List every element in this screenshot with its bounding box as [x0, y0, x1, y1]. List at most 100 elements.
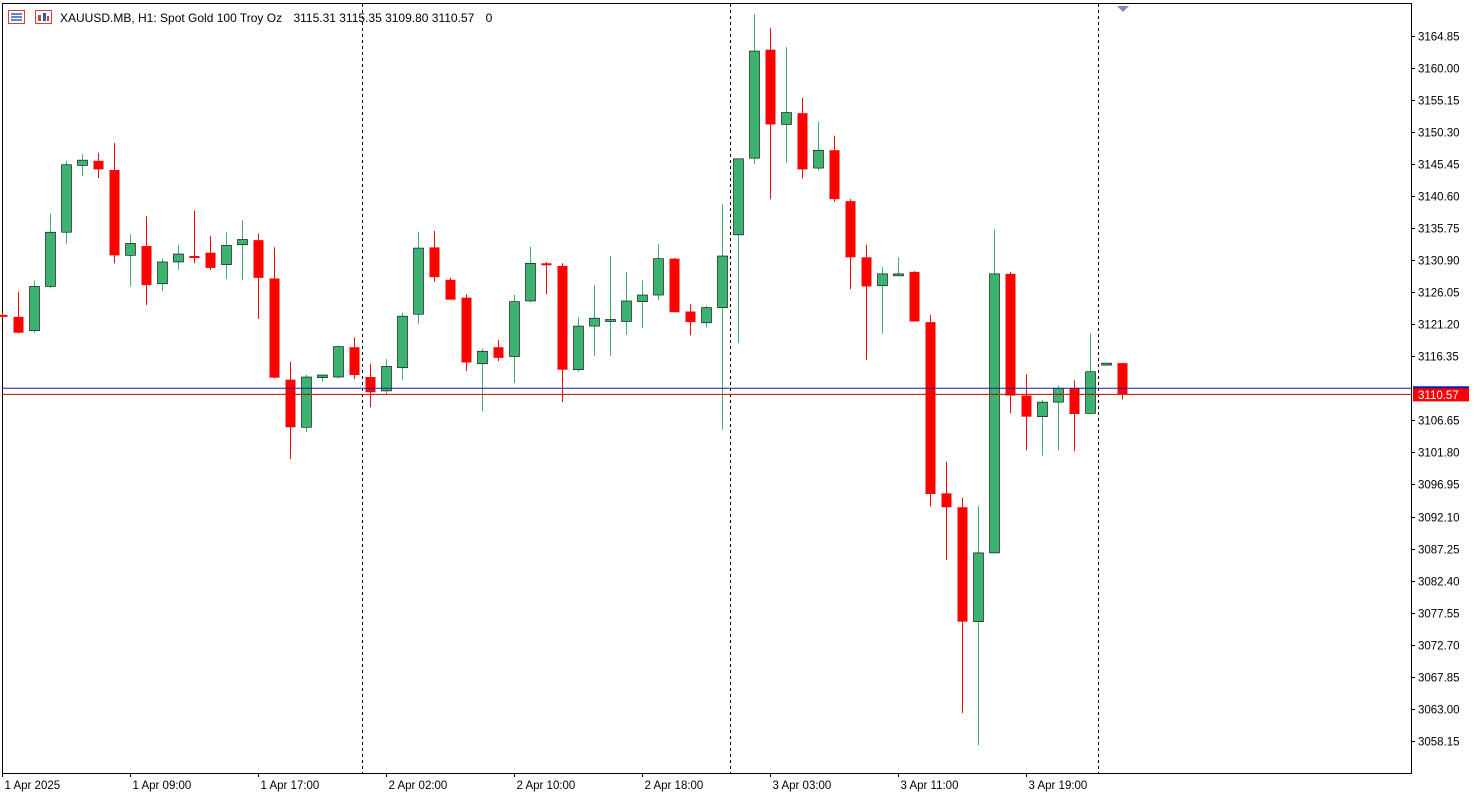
candle-bearish [957, 498, 968, 713]
price-tick-label: 3092.10 [1418, 513, 1460, 525]
price-tick-label: 3063.00 [1418, 705, 1460, 717]
candle-bearish [141, 216, 152, 305]
candle-body [525, 262, 536, 302]
candle-bearish [541, 261, 552, 295]
candle-bearish [1021, 374, 1032, 451]
ohlc-values: 3115.31 3115.35 3109.80 3110.57 [293, 11, 474, 25]
candle-bullish [413, 231, 424, 324]
candle-body [509, 301, 520, 357]
candle-body [381, 366, 392, 392]
candle-body [621, 300, 632, 322]
candle-bearish [0, 312, 8, 318]
candle-body [413, 247, 424, 315]
candle-bullish [1037, 400, 1048, 456]
candle-bearish [845, 199, 856, 290]
candle-body [749, 50, 760, 159]
candle-body [637, 294, 648, 302]
candle-bullish [173, 244, 184, 270]
time-tick-label: 2 Apr 10:00 [517, 780, 576, 792]
candle-body [173, 253, 184, 263]
price-tick-label: 3135.75 [1418, 224, 1460, 236]
time-tick-label: 2 Apr 02:00 [389, 780, 448, 792]
price-tick-label: 3150.30 [1418, 128, 1460, 140]
price-tick-label: 3155.15 [1418, 96, 1460, 108]
price-tick-label: 3101.80 [1418, 448, 1460, 460]
symbol-label: XAUUSD.MB, H1: Spot Gold 100 Troy Oz [60, 11, 282, 25]
candle-body [397, 315, 408, 369]
candle-body [925, 322, 936, 495]
candle-body [781, 112, 792, 125]
candle-body [269, 278, 280, 378]
candle-series [0, 14, 1128, 746]
candle-body [941, 493, 952, 508]
candle-body [477, 350, 488, 365]
candle-bearish [829, 135, 840, 202]
candle-bullish [893, 257, 904, 277]
candle-body [669, 258, 680, 313]
candle-body [909, 271, 920, 322]
candle-bearish [253, 233, 264, 319]
candle-body [13, 316, 24, 333]
candle-body [973, 552, 984, 622]
candle-bullish [397, 312, 408, 381]
price-tick-label: 3164.85 [1418, 32, 1460, 44]
candle-body [1069, 388, 1080, 415]
candle-bearish [445, 277, 456, 300]
candle-body [813, 149, 824, 169]
price-tick-label: 3087.25 [1418, 545, 1460, 557]
candle-body [429, 247, 440, 278]
candle-body [541, 263, 552, 266]
candle-body [845, 201, 856, 258]
candle-body [765, 49, 776, 125]
price-axis[interactable]: 3164.85 3160.00 3155.15 3150.30 3145.45 3140.… [1411, 32, 1460, 749]
time-tick-label: 3 Apr 19:00 [1029, 780, 1088, 792]
price-tick-label: 3072.70 [1418, 641, 1460, 653]
candle-bullish [813, 121, 824, 171]
candle-body [29, 286, 40, 332]
candle-body [653, 258, 664, 296]
price-tick-label: 3096.95 [1418, 480, 1460, 492]
chart-list-icon[interactable] [8, 10, 25, 24]
price-tick-label: 3082.40 [1418, 577, 1460, 589]
candle-body [1021, 395, 1032, 417]
candle-bearish [429, 230, 440, 282]
candle-bullish [877, 267, 888, 334]
candle-body [797, 113, 808, 170]
candle-bullish [973, 505, 984, 746]
candle-body [0, 314, 8, 317]
candle-bearish [909, 271, 920, 322]
candle-body [701, 307, 712, 324]
time-axis[interactable]: 1 Apr 2025 1 Apr 09:00 1 Apr 17:00 2 Apr 02… [2, 773, 1088, 792]
candle-bullish [221, 232, 232, 280]
candle-body [717, 255, 728, 308]
candle-bullish [237, 220, 248, 281]
candle-bearish [941, 461, 952, 561]
candle-bullish [77, 154, 88, 177]
candle-body [1005, 273, 1016, 396]
candle-bearish [765, 27, 776, 200]
price-tick-label: 3145.45 [1418, 160, 1460, 172]
candle-body [461, 297, 472, 363]
candle-body [301, 376, 312, 428]
candle-body [349, 347, 360, 376]
chart-shift-marker-icon[interactable] [1117, 6, 1129, 12]
candle-bullish [61, 160, 72, 244]
price-tick-label: 3130.90 [1418, 256, 1460, 268]
candle-body [445, 279, 456, 300]
candle-bullish [1085, 333, 1096, 415]
chart-window-icon[interactable] [35, 10, 52, 24]
candle-body [1053, 387, 1064, 403]
candle-bullish [509, 295, 520, 383]
candle-bearish [189, 210, 200, 264]
candle-bullish [637, 280, 648, 329]
bid-price-tag-label: 3110.57 [1418, 390, 1459, 402]
time-tick-label: 3 Apr 11:00 [901, 780, 959, 792]
candle-bearish [349, 337, 360, 379]
time-tick-label: 2 Apr 18:00 [645, 780, 704, 792]
candle-body [365, 377, 376, 393]
candle-bullish [781, 47, 792, 163]
candle-bearish [109, 142, 120, 264]
candle-bearish [1005, 271, 1016, 414]
